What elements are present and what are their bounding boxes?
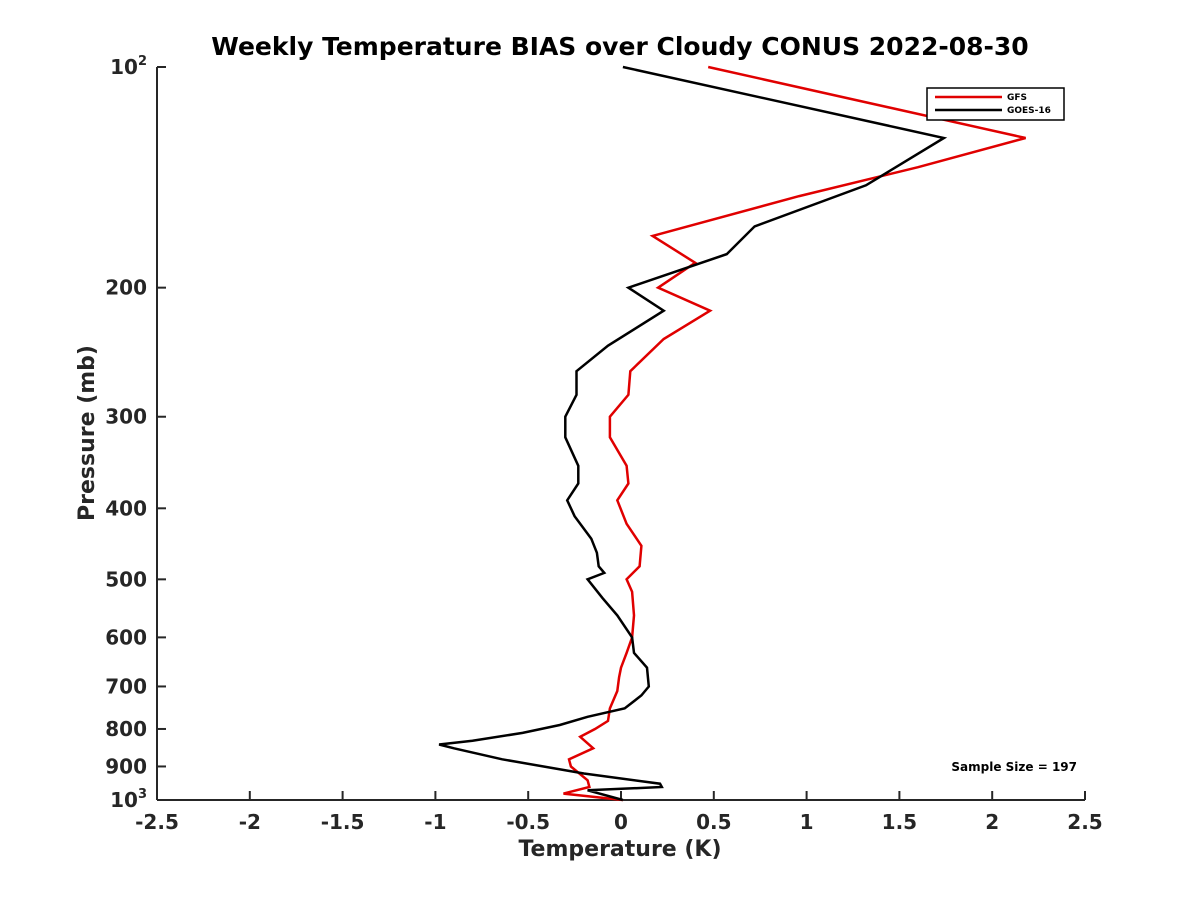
x-tick-label: -2: [239, 810, 261, 834]
x-tick-label: -2.5: [135, 810, 179, 834]
y-tick-label: 800: [105, 717, 147, 741]
y-tick-label: 500: [105, 567, 147, 591]
y-tick-label: 300: [105, 405, 147, 429]
y-tick-label: 103: [110, 787, 147, 812]
y-tick-label: 600: [105, 625, 147, 649]
x-tick-label: 2.5: [1067, 810, 1102, 834]
plot-area: -2.5 -2 -1.5 -1 -0.5 0 0.5 1 1.5 2 2.5 102 200 300 40…: [105, 54, 1102, 834]
x-axis-label: Temperature (K): [518, 837, 721, 862]
x-tick-label: 1: [800, 810, 814, 834]
x-tick-label: -1: [424, 810, 446, 834]
x-tick-label: 1.5: [882, 810, 917, 834]
x-tick-label: -1.5: [321, 810, 365, 834]
sample-size-annotation: Sample Size = 197: [951, 760, 1077, 774]
y-tick-label: 400: [105, 496, 147, 520]
legend-label-gfs: GFS: [1007, 93, 1027, 103]
x-axis-ticks: -2.5 -2 -1.5 -1 -0.5 0 0.5 1 1.5 2 2.5: [135, 791, 1103, 834]
y-axis-ticks: 102 200 300 400 500 600 700 800 900 103: [105, 54, 166, 812]
y-axis-label: Pressure (mb): [75, 345, 100, 521]
series-line-gfs: [563, 65, 1026, 802]
legend: GFS GOES-16: [926, 87, 1065, 121]
series-lines: [438, 65, 1026, 802]
y-tick-label: 700: [105, 674, 147, 698]
x-tick-label: -0.5: [506, 810, 550, 834]
chart-title: Weekly Temperature BIAS over Cloudy CONU…: [211, 32, 1028, 61]
legend-box: [926, 87, 1065, 121]
legend-label-goes16: GOES-16: [1007, 106, 1051, 116]
x-tick-label: 2: [985, 810, 999, 834]
x-tick-label: 0: [614, 810, 628, 834]
series-line-goes16: [438, 65, 948, 802]
x-tick-label: 0.5: [696, 810, 731, 834]
y-tick-label: 102: [110, 54, 147, 79]
y-tick-label: 900: [105, 754, 147, 778]
y-tick-label: 200: [105, 276, 147, 300]
